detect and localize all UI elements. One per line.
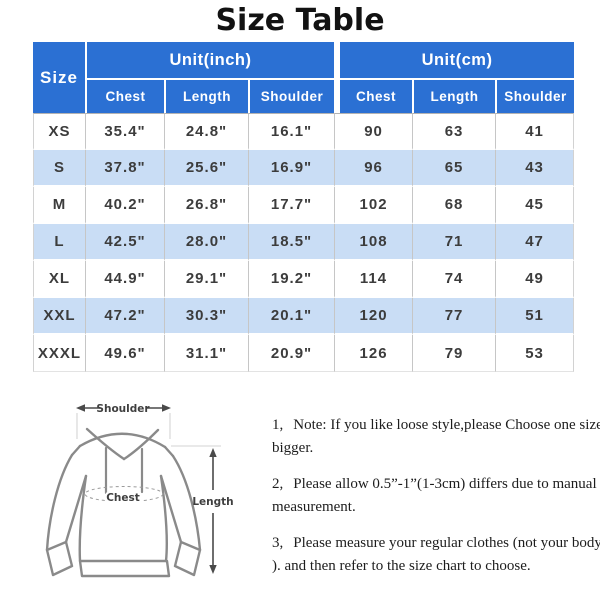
value-cell: 96 xyxy=(334,150,413,187)
value-cell: 37.8" xyxy=(85,150,164,187)
value-cell: 16.9" xyxy=(248,150,335,187)
column-header-chest-cm: Chest xyxy=(334,78,413,113)
value-cell: 28.0" xyxy=(164,224,248,261)
value-cell: 20.9" xyxy=(248,335,335,372)
column-header-size: Size xyxy=(33,42,85,113)
table-row-xxl: XXL 47.2" 30.3" 20.1" 120 77 51 xyxy=(33,298,575,335)
value-cell: 45 xyxy=(495,187,575,224)
value-cell: 29.1" xyxy=(164,261,248,298)
size-cell: S xyxy=(33,150,85,187)
value-cell: 51 xyxy=(495,298,575,335)
hoodie-outline xyxy=(45,427,202,578)
note-text: Note: If you like loose style,please Cho… xyxy=(272,417,600,456)
value-cell: 18.5" xyxy=(248,224,335,261)
value-cell: 47 xyxy=(495,224,575,261)
length-label: Length xyxy=(192,496,233,508)
value-cell: 126 xyxy=(334,335,413,372)
column-header-length-inch: Length xyxy=(164,78,248,113)
size-table: Size Unit(inch) Unit(cm) Chest Length Sh… xyxy=(33,42,575,372)
value-cell: 17.7" xyxy=(248,187,335,224)
notes: 1, Note: If you like loose style,please C… xyxy=(272,414,600,591)
value-cell: 41 xyxy=(495,113,575,150)
note-number: 1, xyxy=(272,417,284,433)
column-header-shoulder-cm: Shoulder xyxy=(495,78,575,113)
hoodie-measurement-diagram: Shoulder Chest Length xyxy=(45,403,234,578)
table-row-s: S 37.8" 25.6" 16.9" 96 65 43 xyxy=(33,150,575,187)
table-row-xl: XL 44.9" 29.1" 19.2" 114 74 49 xyxy=(33,261,575,298)
note-text: Please allow 0.5”-1”(1-3cm) differs due … xyxy=(272,476,597,515)
value-cell: 53 xyxy=(495,335,575,372)
value-cell: 25.6" xyxy=(164,150,248,187)
value-cell: 42.5" xyxy=(85,224,164,261)
page-title: Size Table xyxy=(215,3,385,38)
value-cell: 40.2" xyxy=(85,187,164,224)
value-cell: 35.4" xyxy=(85,113,164,150)
shoulder-arrow xyxy=(76,404,171,412)
value-cell: 30.3" xyxy=(164,298,248,335)
column-header-length-cm: Length xyxy=(412,78,496,113)
value-cell: 24.8" xyxy=(164,113,248,150)
note-text: Please measure your regular clothes (not… xyxy=(272,535,600,574)
value-cell: 65 xyxy=(412,150,496,187)
value-cell: 19.2" xyxy=(248,261,335,298)
size-cell: XL xyxy=(33,261,85,298)
note-item-1: 1, Note: If you like loose style,please C… xyxy=(272,414,600,459)
value-cell: 26.8" xyxy=(164,187,248,224)
value-cell: 16.1" xyxy=(248,113,335,150)
value-cell: 31.1" xyxy=(164,335,248,372)
column-group-unit-inch: Unit(inch) xyxy=(85,42,335,78)
size-table-body: XS 35.4" 24.8" 16.1" 90 63 41 S 37.8" 25.6" 16.9" 9… xyxy=(33,113,575,372)
value-cell: 114 xyxy=(334,261,413,298)
size-cell: XXL xyxy=(33,298,85,335)
value-cell: 108 xyxy=(334,224,413,261)
chest-measure-ellipse xyxy=(84,486,164,502)
value-cell: 90 xyxy=(334,113,413,150)
drawstrings xyxy=(104,446,144,495)
table-row-xs: XS 35.4" 24.8" 16.1" 90 63 41 xyxy=(33,113,575,150)
value-cell: 71 xyxy=(412,224,496,261)
size-cell: XXXL xyxy=(33,335,85,372)
size-table-header: Size Unit(inch) Unit(cm) Chest Length Sh… xyxy=(33,42,575,113)
note-number: 2, xyxy=(272,476,284,492)
column-group-unit-cm: Unit(cm) xyxy=(334,42,575,78)
chest-label: Chest xyxy=(106,492,140,504)
value-cell: 49 xyxy=(495,261,575,298)
table-row-l: L 42.5" 28.0" 18.5" 108 71 47 xyxy=(33,224,575,261)
size-cell: XS xyxy=(33,113,85,150)
value-cell: 63 xyxy=(412,113,496,150)
value-cell: 68 xyxy=(412,187,496,224)
note-item-3: 3, Please measure your regular clothes (n… xyxy=(272,532,600,577)
value-cell: 47.2" xyxy=(85,298,164,335)
note-item-2: 2, Please allow 0.5”-1”(1-3cm) differs du… xyxy=(272,473,600,518)
table-row-m: M 40.2" 26.8" 17.7" 102 68 45 xyxy=(33,187,575,224)
value-cell: 20.1" xyxy=(248,298,335,335)
column-header-chest-inch: Chest xyxy=(85,78,164,113)
table-row-xxxl: XXXL 49.6" 31.1" 20.9" 126 79 53 xyxy=(33,335,575,372)
value-cell: 74 xyxy=(412,261,496,298)
size-cell: L xyxy=(33,224,85,261)
column-header-shoulder-inch: Shoulder xyxy=(248,78,335,113)
note-number: 3, xyxy=(272,535,284,551)
shoulder-label: Shoulder xyxy=(96,403,150,415)
value-cell: 79 xyxy=(412,335,496,372)
length-arrow xyxy=(209,448,217,574)
value-cell: 44.9" xyxy=(85,261,164,298)
value-cell: 43 xyxy=(495,150,575,187)
value-cell: 77 xyxy=(412,298,496,335)
value-cell: 102 xyxy=(334,187,413,224)
size-cell: M xyxy=(33,187,85,224)
value-cell: 49.6" xyxy=(85,335,164,372)
value-cell: 120 xyxy=(334,298,413,335)
